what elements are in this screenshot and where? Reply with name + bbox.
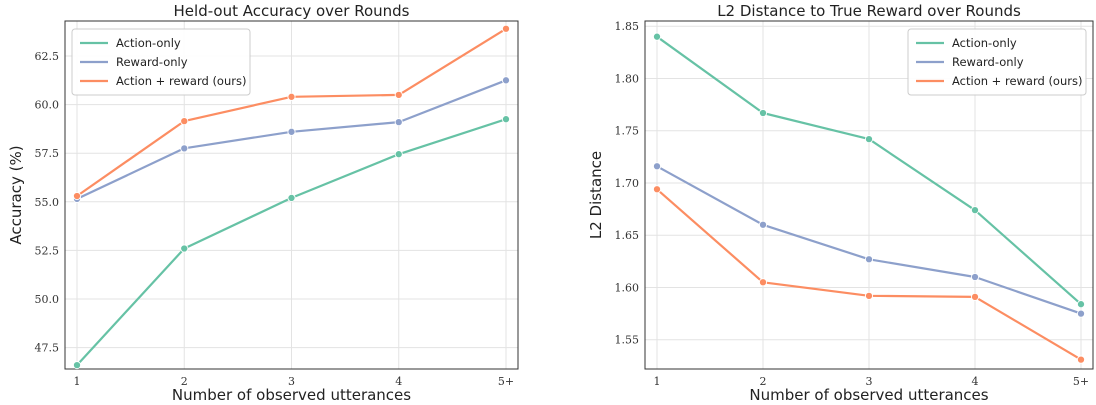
data-point	[1076, 309, 1086, 318]
legend: Action-only Reward-only Action + reward (o…	[71, 28, 251, 96]
y-axis-label: L2 Distance	[587, 151, 605, 239]
x-tick-label: 5+	[498, 375, 514, 388]
y-axis-label: Accuracy (%)	[7, 145, 25, 244]
series-1	[652, 32, 1086, 309]
series-1	[72, 115, 511, 370]
x-tick-label: 3	[288, 375, 295, 388]
data-point	[758, 220, 768, 229]
data-point	[394, 118, 403, 127]
y-tick-label: 60.0	[35, 99, 60, 112]
chart-panel-1: 1 2 3 4 5+ 47.5 50.0 52.5 55.0 57.5 60.0 62.5 Held-o…	[7, 2, 519, 404]
data-point	[1076, 300, 1086, 309]
x-tick-label: 3	[866, 375, 873, 388]
data-point	[501, 24, 511, 33]
data-point	[180, 144, 189, 153]
data-point	[970, 292, 980, 301]
x-tick-label: 2	[181, 375, 188, 388]
y-tick-label: 1.60	[615, 281, 640, 294]
data-point	[652, 185, 662, 194]
chart-title: L2 Distance to True Reward over Rounds	[717, 2, 1021, 20]
x-tick-label: 4	[395, 375, 402, 388]
legend-label: Action-only	[116, 36, 181, 50]
chart-panel-2: 1 2 3 4 5+ 1.55 1.60 1.65 1.70 1.75 1.80 1.85 L2 Dis…	[587, 2, 1094, 404]
legend-label: Action-only	[952, 36, 1017, 50]
data-point	[394, 90, 403, 99]
legend-label: Action + reward (ours)	[116, 74, 246, 88]
data-point	[287, 193, 296, 202]
data-point	[394, 150, 403, 159]
x-tick-label: 1	[74, 375, 81, 388]
y-tick-label: 1.80	[615, 72, 640, 85]
data-point	[864, 135, 874, 144]
y-tick-label: 1.55	[615, 334, 640, 347]
series-2	[72, 76, 511, 203]
data-point	[72, 361, 82, 370]
series-3	[72, 24, 511, 201]
x-tick-label: 2	[760, 375, 767, 388]
x-tick-label: 5+	[1073, 375, 1089, 388]
legend-label: Reward-only	[116, 55, 188, 69]
series-2	[652, 162, 1086, 318]
x-axis-label: Number of observed utterances	[749, 386, 988, 404]
data-point	[970, 272, 980, 282]
y-tick-label: 1.65	[615, 229, 640, 242]
y-tick-label: 57.5	[35, 147, 60, 160]
data-point	[970, 206, 980, 215]
legend: Action-only Reward-only Action + reward (o…	[907, 28, 1087, 96]
data-point	[864, 255, 874, 264]
y-tick-label: 1.75	[615, 125, 640, 138]
data-point	[180, 117, 189, 126]
y-tick-label: 1.70	[615, 177, 640, 190]
data-point	[287, 127, 296, 136]
data-point	[501, 76, 511, 85]
data-point	[758, 278, 768, 287]
legend-box	[71, 28, 251, 96]
y-tick-label: 55.0	[35, 196, 60, 209]
y-tick-label: 47.5	[35, 342, 60, 355]
data-point	[652, 32, 662, 41]
y-tick-label: 50.0	[35, 293, 60, 306]
data-point	[1076, 355, 1086, 364]
data-point	[180, 244, 189, 253]
legend-box	[907, 28, 1087, 96]
chart-title: Held-out Accuracy over Rounds	[174, 2, 410, 20]
plot-frame	[644, 20, 1094, 370]
y-tick-label: 1.85	[615, 20, 640, 33]
plot-frame	[64, 20, 519, 370]
data-point	[501, 115, 511, 124]
x-axis-label: Number of observed utterances	[172, 386, 411, 404]
data-point	[864, 291, 874, 300]
data-point	[652, 162, 662, 171]
legend-label: Action + reward (ours)	[952, 74, 1082, 88]
legend-label: Reward-only	[952, 55, 1024, 69]
data-point	[72, 191, 82, 201]
y-tick-label: 52.5	[35, 244, 60, 257]
data-point	[758, 108, 768, 118]
x-tick-label: 4	[972, 375, 979, 388]
data-point	[287, 92, 296, 101]
y-tick-label: 62.5	[35, 50, 60, 63]
series-3	[652, 185, 1086, 364]
x-tick-label: 1	[654, 375, 661, 388]
